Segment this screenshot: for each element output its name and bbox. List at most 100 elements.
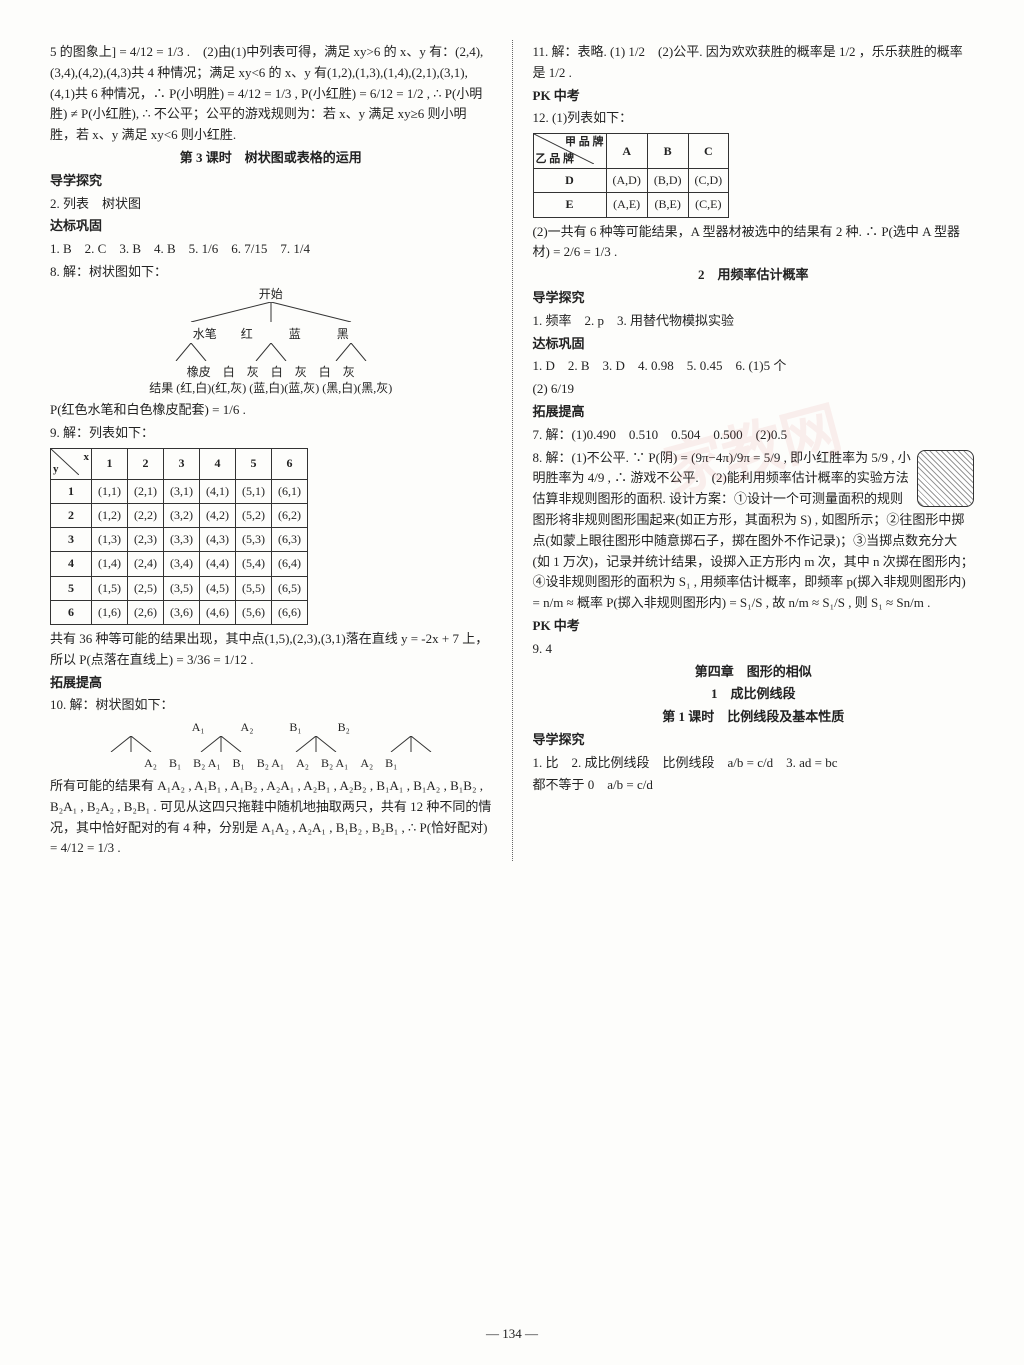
cell: (4,6) [200,600,236,624]
cell: (1,1) [92,479,128,503]
tree-level-2: A₂ B₁ B₂ A₁ B₁ B₂ A₁ A₂ B₂ A₁ A₂ B₁ [50,756,492,772]
tree-diagram-10: A₁ A₂ B₁ B₂ A₂ B₁ B₂ A₁ B₁ B₂ A₁ A₂ B₂ A… [50,720,492,772]
question-label: 8. 解：树状图如下： [50,262,492,283]
cell: (4,4) [200,552,236,576]
tree-lines-icon [91,736,451,752]
cell: (3,4) [164,552,200,576]
row-head: 6 [51,600,92,624]
irregular-figure-icon [917,450,974,507]
cell: (2,4) [128,552,164,576]
cell: (2,3) [128,528,164,552]
chapter-title: 第四章 图形的相似 [533,662,975,683]
cell: (1,2) [92,504,128,528]
cell: (C,D) [688,169,729,193]
col-head: 5 [236,448,272,479]
cell: (3,3) [164,528,200,552]
section-title: 第 3 课时 树状图或表格的运用 [50,148,492,169]
cell: (4,2) [200,504,236,528]
cell: (5,2) [236,504,272,528]
subheading: 拓展提高 [533,402,975,423]
table-row: D(A,D)(B,D)(C,D) [533,169,729,193]
cell: (B,D) [647,169,688,193]
paragraph: 共有 36 种等可能的结果出现，其中点(1,5),(2,3),(3,1)落在直线… [50,629,492,671]
table-corner: x y [51,448,92,479]
tree-level-1: A₁ A₂ B₁ B₂ [50,720,492,736]
answer-line: 9. 4 [533,639,975,660]
row-head: 4 [51,552,92,576]
paragraph: 1. 比 2. 成比例线段 比例线段 a/b = c/d 3. ad = bc [533,753,975,774]
cell: (5,4) [236,552,272,576]
tree-root: 开始 [50,287,492,303]
paragraph: 8. 解：(1)不公平. ∵ P(阴) = (9π−4π)/9π = 5/9 ,… [533,448,975,614]
answer-line: 1. D 2. B 3. D 4. 0.98 5. 0.45 6. (1)5 个 [533,356,975,377]
table-row: 6(1,6)(2,6)(3,6)(4,6)(5,6)(6,6) [51,600,308,624]
row-head: 5 [51,576,92,600]
cell: (3,5) [164,576,200,600]
subheading: PK 中考 [533,86,975,107]
question-label: 9. 解：列表如下： [50,423,492,444]
answer-line: (2) 6/19 [533,379,975,400]
cell: (2,6) [128,600,164,624]
cell: (2,1) [128,479,164,503]
table-axis-y: y [53,461,59,479]
column-divider [512,40,513,861]
paragraph: 7. 解：(1)0.490 0.510 0.504 0.500 (2)0.5 [533,425,975,446]
paragraph: 所有可能的结果有 A₁A₂ , A₁B₁ , A₁B₂ , A₂A₁ , A₂B… [50,776,492,859]
paragraph: P(红色水笔和白色橡皮配套) = 1/6 . [50,400,492,421]
table-row: 1(1,1)(2,1)(3,1)(4,1)(5,1)(6,1) [51,479,308,503]
section-title: 第 1 课时 比例线段及基本性质 [533,707,975,728]
row-head: E [533,193,606,217]
row-head: D [533,169,606,193]
tree-level-1: 水笔 红 蓝 黑 [50,327,492,343]
question-label: 12. (1)列表如下： [533,108,975,129]
table-row: 3(1,3)(2,3)(3,3)(4,3)(5,3)(6,3) [51,528,308,552]
tree-lines-icon [131,343,411,361]
tree-level-2: 橡皮 白 灰 白 灰 白 灰 [50,365,492,381]
col-head: 4 [200,448,236,479]
right-column: 家教网 11. 解：表略. (1) 1/2 (2)公平. 因为欢欢获胜的概率是 … [533,40,975,861]
cell: (5,1) [236,479,272,503]
row-head: 2 [51,504,92,528]
cell: (1,5) [92,576,128,600]
col-head: C [688,134,729,169]
table-axis-left: 乙 品 牌 [536,151,575,169]
cell: (6,3) [272,528,308,552]
cell: (6,5) [272,576,308,600]
paragraph: 2. 列表 树状图 [50,194,492,215]
section-title: 1 成比例线段 [533,684,975,705]
table-12: 甲 品 牌 乙 品 牌 A B C D(A,D)(B,D)(C,D) E(A,E… [533,133,730,217]
col-head: A [606,134,647,169]
left-column: 5 的图象上] = 4/12 = 1/3 . (2)由(1)中列表可得，满足 x… [50,40,492,861]
cell: (B,E) [647,193,688,217]
tree-level-3: 结果 (红,白)(红,灰) (蓝,白)(蓝,灰) (黑,白)(黑,灰) [50,381,492,397]
subheading: 达标巩固 [533,334,975,355]
paragraph: 5 的图象上] = 4/12 = 1/3 . (2)由(1)中列表可得，满足 x… [50,42,492,146]
cell: (5,5) [236,576,272,600]
table-axis-top: 甲 品 牌 [565,134,604,152]
table-axis-x: x [84,449,90,467]
table-row: 5(1,5)(2,5)(3,5)(4,5)(5,5)(6,5) [51,576,308,600]
cell: (1,3) [92,528,128,552]
cell: (1,6) [92,600,128,624]
subheading: 拓展提高 [50,673,492,694]
cell: (6,4) [272,552,308,576]
cell: (A,E) [606,193,647,217]
col-head: 6 [272,448,308,479]
tree-diagram-8: 开始 水笔 红 蓝 黑 橡皮 白 灰 白 灰 白 灰 结果 (红,白)(红,灰)… [50,287,492,397]
table-row: 2(1,2)(2,2)(3,2)(4,2)(5,2)(6,2) [51,504,308,528]
cell: (3,1) [164,479,200,503]
table-9: x y 1 2 3 4 5 6 1(1,1)(2,1)(3,1)(4,1)(5,… [50,448,308,625]
row-head: 3 [51,528,92,552]
col-head: 3 [164,448,200,479]
paragraph-text: 8. 解：(1)不公平. ∵ P(阴) = (9π−4π)/9π = 5/9 ,… [533,450,974,611]
cell: (5,6) [236,600,272,624]
table-row: x y 1 2 3 4 5 6 [51,448,308,479]
cell: (6,1) [272,479,308,503]
subheading: 达标巩固 [50,216,492,237]
subheading: PK 中考 [533,616,975,637]
cell: (1,4) [92,552,128,576]
section-title: 2 用频率估计概率 [533,265,975,286]
col-head: 2 [128,448,164,479]
subheading: 导学探究 [50,171,492,192]
table-corner: 甲 品 牌 乙 品 牌 [533,134,606,169]
